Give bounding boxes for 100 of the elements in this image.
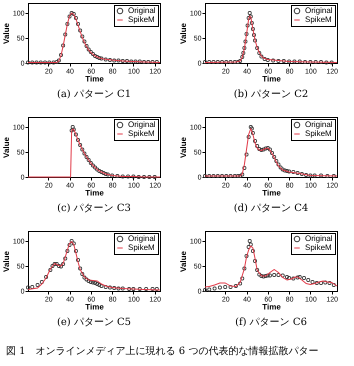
point xyxy=(150,287,155,291)
point xyxy=(240,55,244,59)
point xyxy=(300,172,304,176)
point xyxy=(319,174,324,178)
point xyxy=(292,60,296,64)
point xyxy=(129,60,134,64)
point xyxy=(234,284,238,288)
point xyxy=(50,264,54,268)
point xyxy=(144,287,148,291)
point xyxy=(253,139,258,143)
point xyxy=(332,283,336,287)
point xyxy=(72,12,76,16)
line-series xyxy=(204,128,338,176)
point xyxy=(332,174,336,178)
point xyxy=(147,175,152,179)
point xyxy=(272,155,276,159)
point xyxy=(152,175,157,179)
point xyxy=(48,268,52,272)
legend-label: SpikeM xyxy=(128,243,156,252)
point xyxy=(223,285,228,289)
point xyxy=(216,60,220,64)
line-series xyxy=(204,246,338,288)
x-axis-title: Time xyxy=(85,302,104,312)
point xyxy=(56,264,61,268)
point xyxy=(131,287,136,291)
text: (b) パターン C2 xyxy=(234,89,308,100)
point xyxy=(244,32,248,36)
point xyxy=(59,53,63,57)
point xyxy=(76,22,80,26)
point xyxy=(70,239,74,243)
point xyxy=(84,44,89,48)
point xyxy=(228,285,233,289)
point xyxy=(276,273,280,277)
point xyxy=(82,276,86,280)
point xyxy=(63,32,68,36)
point xyxy=(203,288,207,292)
point xyxy=(324,60,328,64)
point xyxy=(44,275,48,279)
point xyxy=(250,27,255,31)
point xyxy=(255,46,260,50)
point xyxy=(72,242,76,246)
text: (a) パターン C1 xyxy=(56,89,132,100)
point xyxy=(266,58,270,62)
point xyxy=(246,135,251,139)
point xyxy=(240,172,244,176)
point xyxy=(250,126,254,130)
point xyxy=(246,16,251,20)
legend-label: Original xyxy=(128,6,156,15)
point xyxy=(248,11,252,15)
point xyxy=(82,40,86,44)
point xyxy=(243,40,248,44)
point xyxy=(330,60,334,64)
point xyxy=(268,274,272,278)
y-axis-title: Value xyxy=(2,22,11,44)
point xyxy=(56,58,61,62)
point xyxy=(271,58,276,62)
point xyxy=(47,60,52,64)
line-series xyxy=(28,241,160,290)
point xyxy=(138,60,142,64)
point xyxy=(207,288,212,292)
point xyxy=(252,33,256,37)
point xyxy=(308,174,312,178)
legend-label: Original xyxy=(305,234,333,243)
point xyxy=(212,286,217,290)
point xyxy=(30,285,34,289)
point xyxy=(287,60,292,64)
line-series xyxy=(204,16,338,63)
x-axis-title: Time xyxy=(85,188,104,198)
point xyxy=(78,143,82,147)
y-axis-title: Value xyxy=(178,22,188,44)
point xyxy=(270,151,274,155)
point xyxy=(220,174,224,178)
point xyxy=(80,148,84,152)
point xyxy=(238,282,242,286)
point xyxy=(88,50,93,54)
point xyxy=(150,60,155,64)
point xyxy=(296,276,300,280)
point xyxy=(70,128,74,132)
point xyxy=(120,59,125,63)
point xyxy=(30,60,34,64)
point xyxy=(280,274,285,278)
point xyxy=(242,166,246,170)
point xyxy=(93,54,98,58)
point xyxy=(203,60,207,64)
point xyxy=(52,262,57,266)
legend-label: SpikeM xyxy=(128,15,156,24)
point xyxy=(250,131,255,135)
point xyxy=(248,242,253,246)
point xyxy=(323,280,328,284)
point xyxy=(312,174,317,178)
point xyxy=(242,46,246,50)
point xyxy=(146,60,150,64)
point xyxy=(272,273,276,277)
point xyxy=(250,249,255,253)
text: (e) パターン C5 xyxy=(56,317,132,328)
point xyxy=(291,170,296,174)
point xyxy=(104,58,108,62)
point xyxy=(257,51,262,55)
point xyxy=(38,60,43,64)
point xyxy=(224,174,228,178)
